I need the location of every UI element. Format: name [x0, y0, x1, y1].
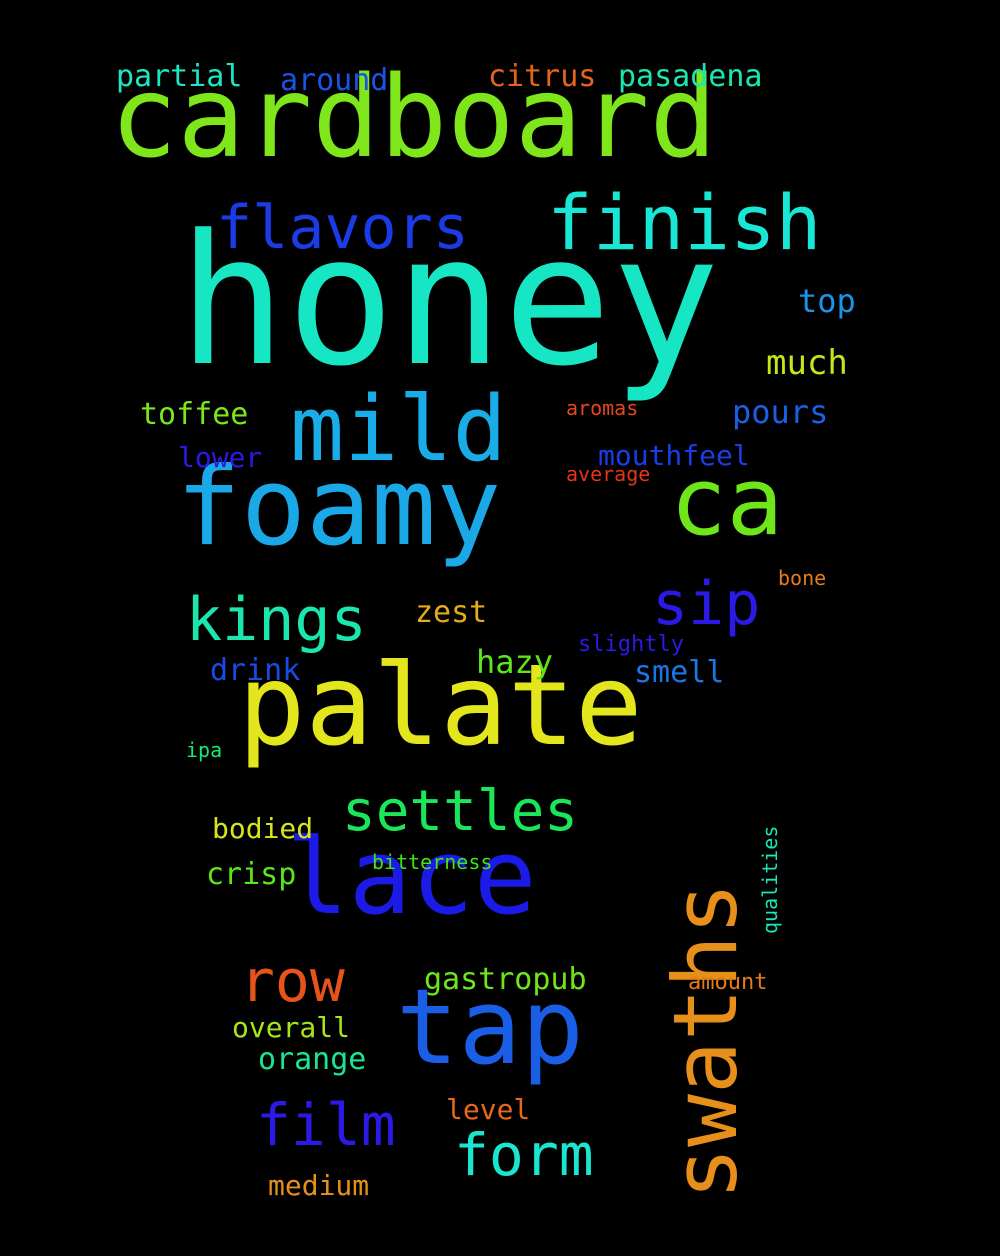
word-honey: honey: [178, 197, 720, 406]
word-medium: medium: [268, 1169, 370, 1202]
word-level: level: [446, 1093, 531, 1126]
word-pours: pours: [732, 393, 829, 431]
word-ipa: ipa: [186, 738, 223, 762]
word-bodied: bodied: [212, 812, 314, 845]
word-swaths: swaths: [654, 882, 757, 1200]
word-gastropub: gastropub: [424, 962, 587, 997]
word-citrus: citrus: [488, 59, 597, 94]
word-hazy: hazy: [476, 643, 554, 681]
word-sip: sip: [652, 569, 761, 639]
word-foamy: foamy: [176, 445, 502, 570]
word-slightly: slightly: [578, 632, 684, 657]
word-smell: smell: [634, 655, 725, 690]
word-film: film: [256, 1091, 396, 1159]
word-pasadena: pasadena: [618, 59, 763, 94]
word-amount: amount: [688, 970, 768, 995]
word-partial: partial: [116, 59, 243, 94]
word-orange: orange: [258, 1042, 367, 1077]
word-lower: lower: [178, 441, 263, 474]
word-mouthfeel: mouthfeel: [598, 439, 750, 472]
word-ca: ca: [670, 448, 784, 557]
word-qualities: qualities: [758, 825, 782, 934]
word-zest: zest: [415, 595, 488, 630]
word-kings: kings: [186, 585, 367, 655]
word-average: average: [566, 462, 651, 486]
word-cardboard: cardboard: [110, 53, 717, 183]
word-row: row: [240, 947, 345, 1015]
word-around: around: [280, 63, 389, 98]
word-much: much: [766, 343, 848, 383]
word-toffee: toffee: [140, 397, 249, 432]
word-finish: finish: [547, 178, 822, 267]
word-drink: drink: [210, 653, 301, 688]
word-bone: bone: [778, 566, 827, 590]
word-flavors: flavors: [216, 193, 469, 263]
word-aromas: aromas: [566, 396, 639, 420]
word-mild: mild: [290, 377, 507, 482]
word-form: form: [454, 1121, 594, 1189]
word-overall: overall: [232, 1011, 351, 1044]
word-tap: tap: [396, 966, 584, 1088]
word-top: top: [798, 282, 856, 320]
word-lace: lace: [286, 816, 537, 938]
word-settles: settles: [342, 779, 579, 844]
word-palate: palate: [238, 641, 643, 771]
word-bitterness: bitterness: [372, 850, 493, 874]
word-crisp: crisp: [206, 857, 297, 892]
